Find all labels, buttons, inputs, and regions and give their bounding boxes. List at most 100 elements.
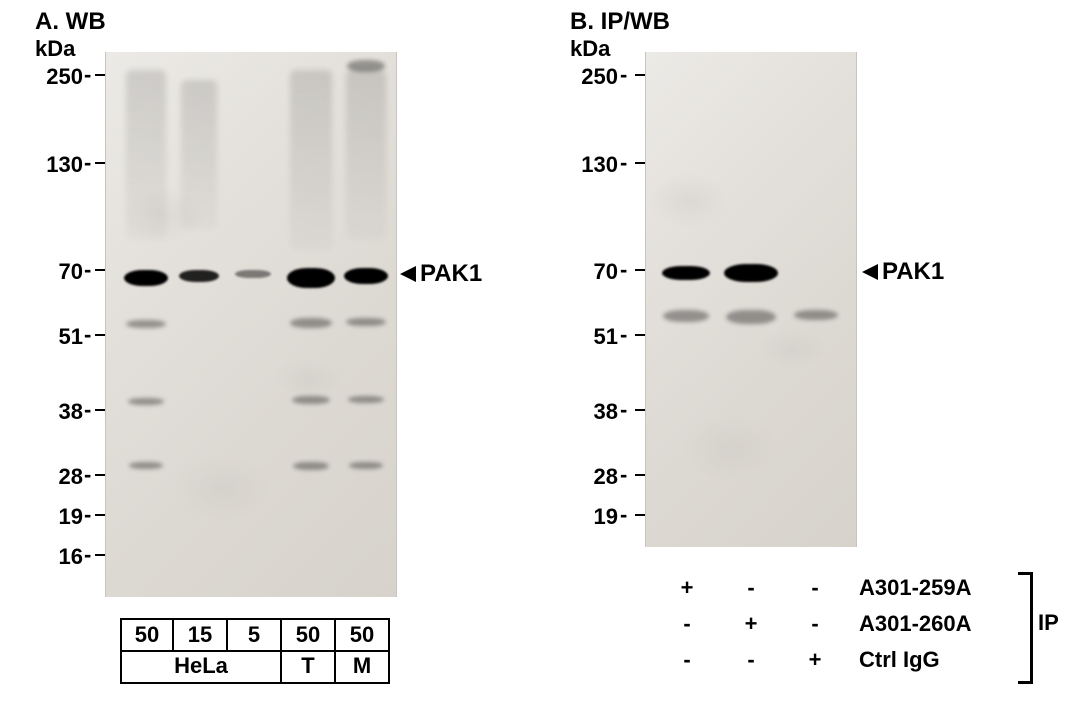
panel-b-blot	[645, 52, 857, 547]
mw-tick	[95, 334, 105, 336]
ip-symbol: -	[783, 575, 847, 601]
blot-band-faint	[128, 398, 164, 405]
panel-a-blot	[105, 52, 397, 597]
mw-tick	[635, 74, 645, 76]
loading-cell: 15	[174, 618, 228, 652]
sample-cell: T	[282, 650, 336, 684]
mw-label: 250	[570, 64, 618, 90]
mw-tick	[635, 162, 645, 164]
ip-antibody-label: A301-260A	[859, 611, 972, 637]
blot-band	[124, 270, 168, 286]
panel-b-ip-bracket	[1018, 572, 1033, 684]
blot-band	[287, 268, 335, 288]
loading-cell: 50	[282, 618, 336, 652]
sample-cell: HeLa	[120, 650, 282, 684]
mw-tick	[635, 269, 645, 271]
mw-dash: -	[620, 502, 627, 528]
panel-b-protein-label: PAK1	[882, 258, 944, 286]
arrow-left-icon	[400, 266, 416, 282]
arrow-left-icon	[862, 264, 878, 280]
mw-tick	[95, 474, 105, 476]
ip-symbol: +	[783, 647, 847, 673]
mw-dash: -	[84, 542, 91, 568]
mw-label: 38	[35, 399, 83, 425]
panel-a-arrow: PAK1	[400, 260, 482, 288]
mw-label: 130	[35, 152, 83, 178]
mw-label: 19	[570, 504, 618, 530]
blot-band	[179, 270, 219, 282]
mw-label: 130	[570, 152, 618, 178]
blot-band-faint	[347, 60, 385, 72]
panel-b-title: B. IP/WB	[570, 8, 670, 36]
panel-b-kda-label: kDa	[570, 36, 610, 62]
mw-tick	[95, 162, 105, 164]
mw-tick	[635, 514, 645, 516]
ip-symbol: +	[655, 575, 719, 601]
mw-label: 51	[35, 324, 83, 350]
blot-band-faint	[726, 310, 776, 324]
mw-dash: -	[84, 462, 91, 488]
blot-band-faint	[794, 310, 838, 320]
ip-row: --+Ctrl IgG	[655, 642, 972, 678]
blot-band-faint	[293, 462, 329, 470]
mw-label: 28	[570, 464, 618, 490]
ip-symbol: -	[783, 611, 847, 637]
mw-label: 250	[35, 64, 83, 90]
mw-dash: -	[84, 62, 91, 88]
mw-label: 51	[570, 324, 618, 350]
blot-band-faint	[346, 318, 386, 326]
blot-band-faint	[129, 462, 163, 469]
panel-b-ip-label: IP	[1038, 610, 1059, 636]
mw-tick	[95, 409, 105, 411]
mw-dash: -	[620, 257, 627, 283]
blot-smear	[181, 80, 217, 230]
ip-symbol: -	[719, 575, 783, 601]
blot-band	[344, 268, 388, 284]
mw-dash: -	[84, 150, 91, 176]
panel-a-kda-label: kDa	[35, 36, 75, 62]
mw-tick	[95, 269, 105, 271]
loading-cell: 5	[228, 618, 282, 652]
mw-dash: -	[84, 257, 91, 283]
blot-band-faint	[349, 462, 383, 469]
blot-band	[662, 266, 710, 280]
ip-antibody-label: Ctrl IgG	[859, 647, 940, 673]
blot-band	[235, 270, 271, 278]
mw-label: 16	[35, 544, 83, 570]
mw-label: 70	[35, 259, 83, 285]
mw-label: 38	[570, 399, 618, 425]
mw-dash: -	[620, 462, 627, 488]
ip-antibody-label: A301-259A	[859, 575, 972, 601]
blot-band-faint	[126, 320, 166, 328]
panel-a-title: A. WB	[35, 8, 106, 36]
mw-dash: -	[620, 62, 627, 88]
mw-dash: -	[84, 397, 91, 423]
mw-tick	[635, 409, 645, 411]
panel-b-ip-grid: +--A301-259A-+-A301-260A--+Ctrl IgG	[655, 570, 972, 678]
blot-band-faint	[663, 310, 709, 322]
mw-dash: -	[84, 502, 91, 528]
ip-row: +--A301-259A	[655, 570, 972, 606]
panel-a-protein-label: PAK1	[420, 260, 482, 288]
sample-cell: M	[336, 650, 390, 684]
blot-band-faint	[292, 396, 330, 404]
mw-label: 28	[35, 464, 83, 490]
blot-smear	[290, 70, 332, 250]
blot-band-faint	[290, 318, 332, 328]
mw-tick	[635, 334, 645, 336]
loading-cell: 50	[120, 618, 174, 652]
ip-symbol: -	[719, 647, 783, 673]
mw-label: 70	[570, 259, 618, 285]
blot-smear	[346, 70, 386, 240]
mw-tick	[95, 554, 105, 556]
mw-dash: -	[84, 322, 91, 348]
loading-cell: 50	[336, 618, 390, 652]
blot-band	[724, 264, 778, 282]
panel-b-arrow: PAK1	[862, 258, 944, 286]
blot-smear	[126, 70, 166, 240]
panel-a-sample-row: HeLaTM	[120, 650, 390, 684]
ip-symbol: -	[655, 647, 719, 673]
mw-dash: -	[620, 322, 627, 348]
ip-symbol: +	[719, 611, 783, 637]
mw-label: 19	[35, 504, 83, 530]
